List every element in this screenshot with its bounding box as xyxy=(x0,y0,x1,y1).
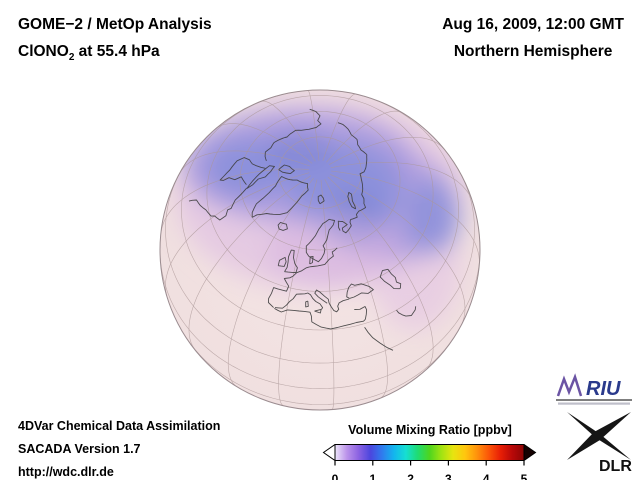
coastlines xyxy=(188,108,417,351)
mixing-ratio-field xyxy=(175,100,465,330)
colorbar-ticks: 0 1 2 3 4 5 xyxy=(322,471,538,480)
date-block: Aug 16, 2009, 12:00 GMT Northern Hemisph… xyxy=(442,11,624,65)
riu-logo-graphic: RIU xyxy=(556,373,632,405)
datetime-label: Aug 16, 2009, 12:00 GMT xyxy=(442,16,624,33)
colorbar-tick-3: 3 xyxy=(445,472,452,480)
riu-logo: RIU xyxy=(556,372,632,411)
assimilation-label: 4DVar Chemical Data Assimilation xyxy=(18,419,221,433)
colorbar-title: Volume Mixing Ratio [ppbv] xyxy=(348,423,512,437)
instrument-title: GOME−2 / MetOp Analysis xyxy=(18,16,212,33)
colorbar-tick-1: 1 xyxy=(369,472,377,480)
colorbar-tick-5: 5 xyxy=(520,472,528,480)
colorbar-gradient-bar xyxy=(334,444,525,461)
dlr-logo-text: DLR xyxy=(599,458,632,474)
species-name: ClONO xyxy=(18,43,69,60)
colorbar: Volume Mixing Ratio [ppbv] 0 1 2 3 4 5 xyxy=(322,423,538,480)
colorbar-left-arrow xyxy=(322,443,336,462)
species-title: ClONO2 at 55.4 hPa xyxy=(18,38,212,71)
dlr-emblem-icon xyxy=(567,412,631,460)
globe-outline xyxy=(159,89,481,411)
version-label: SACADA Version 1.7 xyxy=(18,442,141,456)
hemisphere-label: Northern Hemisphere xyxy=(453,43,613,60)
plot-title-block: GOME−2 / MetOp Analysis ClONO2 at 55.4 h… xyxy=(18,11,212,71)
colorbar-scale xyxy=(322,443,537,466)
dlr-logo-graphic: DLR xyxy=(567,412,632,475)
url-label: http://wdc.dlr.de xyxy=(18,465,114,479)
dlr-logo: DLR xyxy=(566,410,632,479)
footer-credits: 4DVar Chemical Data Assimilation SACADA … xyxy=(18,415,220,480)
colorbar-tick-2: 2 xyxy=(407,472,414,480)
riu-logo-text: RIU xyxy=(586,378,621,400)
colorbar-tick-4: 4 xyxy=(482,472,490,480)
species-level: at 55.4 hPa xyxy=(74,43,160,60)
colorbar-right-arrow xyxy=(523,443,537,462)
riu-logo-smallprint xyxy=(558,402,630,405)
species-subscript: 2 xyxy=(68,52,75,64)
riu-mountain-icon xyxy=(556,373,583,397)
colorbar-tick-0: 0 xyxy=(331,472,339,480)
